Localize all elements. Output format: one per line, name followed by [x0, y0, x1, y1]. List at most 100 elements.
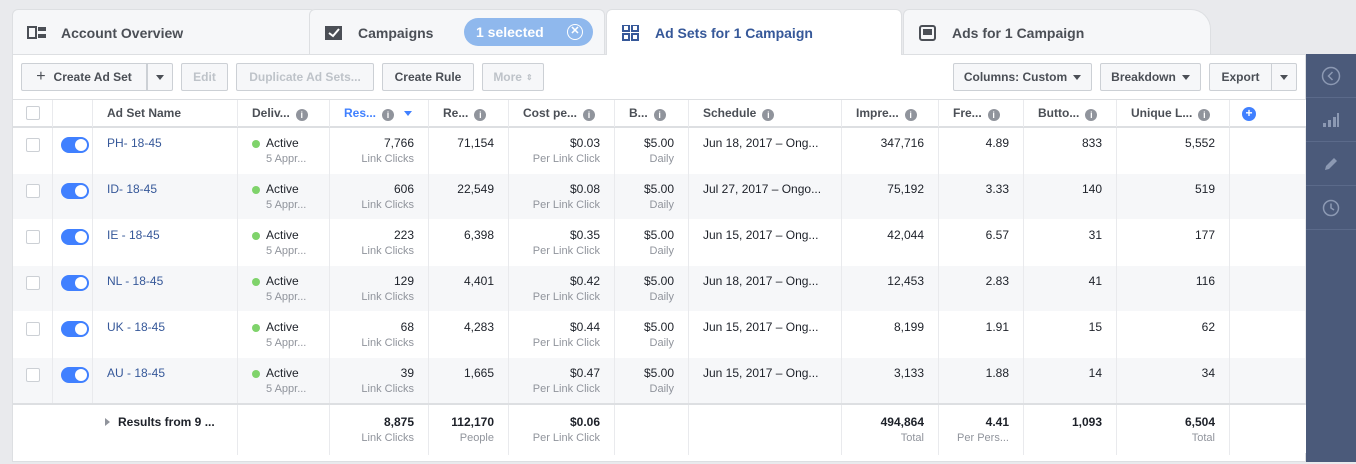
table-row[interactable]: ID- 18-45 Active 5 Appr... 606 Link Clicks 22…: [13, 174, 1306, 220]
info-icon[interactable]: i: [904, 109, 917, 121]
row-checkbox[interactable]: [26, 322, 40, 336]
info-icon[interactable]: i: [987, 109, 1000, 121]
account-overview-icon: [27, 25, 47, 41]
budget-value: $5.00: [643, 228, 674, 242]
header-impressions[interactable]: Impre... i: [842, 100, 939, 127]
chevron-right-icon: [105, 418, 110, 426]
create-rule-button[interactable]: Create Rule: [382, 63, 474, 91]
ad-set-name-link[interactable]: NL - 18-45: [107, 274, 164, 288]
export-button[interactable]: Export: [1209, 63, 1272, 91]
duplicate-button[interactable]: Duplicate Ad Sets...: [236, 63, 374, 91]
header-frequency[interactable]: Fre... i: [939, 100, 1024, 127]
delivery-sub: 5 Appr...: [266, 383, 307, 395]
collapse-sidebar-button[interactable]: [1306, 54, 1356, 98]
ad-set-name-link[interactable]: AU - 18-45: [107, 366, 166, 380]
header-label: Butto...: [1038, 106, 1080, 120]
reach-value: 1,665: [463, 366, 494, 380]
table-row[interactable]: PH- 18-45 Active 5 Appr... 7,766 Link Clicks…: [13, 128, 1306, 174]
ad-set-toggle[interactable]: [61, 321, 89, 337]
delivery-status: Active: [266, 228, 299, 242]
select-all-checkbox[interactable]: [26, 106, 40, 120]
info-icon[interactable]: i: [762, 109, 775, 121]
ad-set-name-link[interactable]: PH- 18-45: [107, 136, 162, 150]
header-ad-set-name[interactable]: Ad Set Name: [93, 100, 238, 127]
header-budget[interactable]: B... i: [615, 100, 689, 127]
info-icon[interactable]: i: [1085, 109, 1098, 121]
tab-ad-sets[interactable]: Ad Sets for 1 Campaign: [606, 9, 902, 55]
create-ad-set-button[interactable]: + Create Ad Set: [21, 63, 147, 91]
ad-set-toggle[interactable]: [61, 137, 89, 153]
breakdown-button[interactable]: Breakdown: [1100, 63, 1201, 91]
chevron-down-icon: [156, 74, 164, 80]
selection-pill[interactable]: 1 selected ✕: [464, 18, 593, 46]
clear-selection-icon[interactable]: ✕: [567, 24, 583, 40]
unique-value: 177: [1194, 228, 1215, 242]
cost-sub: Per Link Click: [532, 383, 600, 395]
cell-sel: [13, 174, 53, 220]
table-row[interactable]: NL - 18-45 Active 5 Appr... 129 Link Clicks 4…: [13, 266, 1306, 312]
table-row[interactable]: IE - 18-45 Active 5 Appr... 223 Link Clicks 6…: [13, 220, 1306, 266]
table-row[interactable]: UK - 18-45 Active 5 Appr... 68 Link Clicks 4,…: [13, 312, 1306, 358]
sidebar-edit-button[interactable]: [1306, 142, 1356, 186]
info-icon[interactable]: i: [653, 109, 666, 121]
totals-reach: 112,170 People: [429, 405, 509, 455]
cell-unique: 34: [1117, 358, 1230, 404]
cell-tog: [53, 266, 93, 312]
schedule-value: Jul 27, 2017 – Ongo...: [703, 182, 822, 196]
sidebar-history-button[interactable]: [1306, 186, 1356, 230]
row-checkbox[interactable]: [26, 230, 40, 244]
row-checkbox[interactable]: [26, 368, 40, 382]
info-icon[interactable]: i: [382, 109, 395, 121]
edit-button[interactable]: Edit: [181, 63, 228, 91]
header-unique-link-clicks[interactable]: Unique L... i: [1117, 100, 1230, 127]
results-sub: Link Clicks: [361, 337, 414, 349]
ad-set-toggle[interactable]: [61, 229, 89, 245]
cell-name: UK - 18-45: [93, 312, 238, 358]
ad-sets-grid-icon: [621, 23, 641, 41]
export-dropdown-button[interactable]: [1271, 63, 1297, 91]
more-button[interactable]: More ⇕: [482, 63, 544, 91]
info-icon[interactable]: i: [1198, 109, 1211, 121]
toggle-knob: [75, 277, 87, 289]
button-value: 140: [1081, 182, 1102, 196]
add-column-icon[interactable]: +: [1242, 107, 1256, 121]
ad-set-name-link[interactable]: IE - 18-45: [107, 228, 160, 242]
table-row[interactable]: AU - 18-45 Active 5 Appr... 39 Link Clicks 1,…: [13, 358, 1306, 404]
header-delivery[interactable]: Deliv... i: [238, 100, 330, 127]
create-dropdown-button[interactable]: [147, 63, 173, 91]
info-icon[interactable]: i: [583, 109, 596, 121]
cell-results: 223 Link Clicks: [330, 220, 429, 266]
info-icon[interactable]: i: [295, 109, 308, 121]
header-results[interactable]: Res... i: [330, 100, 429, 127]
totals-expander[interactable]: Results from 9 ...: [105, 415, 215, 429]
cell-frequency: 4.89: [939, 128, 1024, 174]
header-schedule[interactable]: Schedule i: [689, 100, 842, 127]
ad-set-toggle[interactable]: [61, 367, 89, 383]
row-checkbox[interactable]: [26, 276, 40, 290]
cell-name: NL - 18-45: [93, 266, 238, 312]
results-sub: Link Clicks: [361, 291, 414, 303]
tab-ads[interactable]: Ads for 1 Campaign: [903, 9, 1211, 55]
info-icon[interactable]: i: [474, 109, 487, 121]
totals-reach-value: 112,170: [451, 415, 494, 429]
ad-set-toggle[interactable]: [61, 275, 89, 291]
row-checkbox[interactable]: [26, 138, 40, 152]
chevron-down-icon: [1073, 74, 1082, 80]
budget-value: $5.00: [643, 182, 674, 196]
cell-reach: 4,401: [429, 266, 509, 312]
schedule-value: Jun 18, 2017 – Ong...: [703, 136, 819, 150]
ad-sets-table: Ad Set Name Deliv... i Res... i Re... i Cos…: [13, 99, 1306, 462]
sidebar-insights-button[interactable]: [1306, 98, 1356, 142]
totals-unique-value: 6,504: [1184, 415, 1215, 429]
header-cost[interactable]: Cost pe... i: [509, 100, 615, 127]
header-button-clicks[interactable]: Butto... i: [1024, 100, 1117, 127]
ad-set-name-link[interactable]: UK - 18-45: [107, 320, 166, 334]
cell-results: 129 Link Clicks: [330, 266, 429, 312]
header-reach[interactable]: Re... i: [429, 100, 509, 127]
tab-account-overview[interactable]: Account Overview: [12, 9, 316, 55]
ad-set-name-link[interactable]: ID- 18-45: [107, 182, 158, 196]
row-checkbox[interactable]: [26, 184, 40, 198]
toggle-knob: [75, 369, 87, 381]
columns-button[interactable]: Columns: Custom: [953, 63, 1092, 91]
ad-set-toggle[interactable]: [61, 183, 89, 199]
